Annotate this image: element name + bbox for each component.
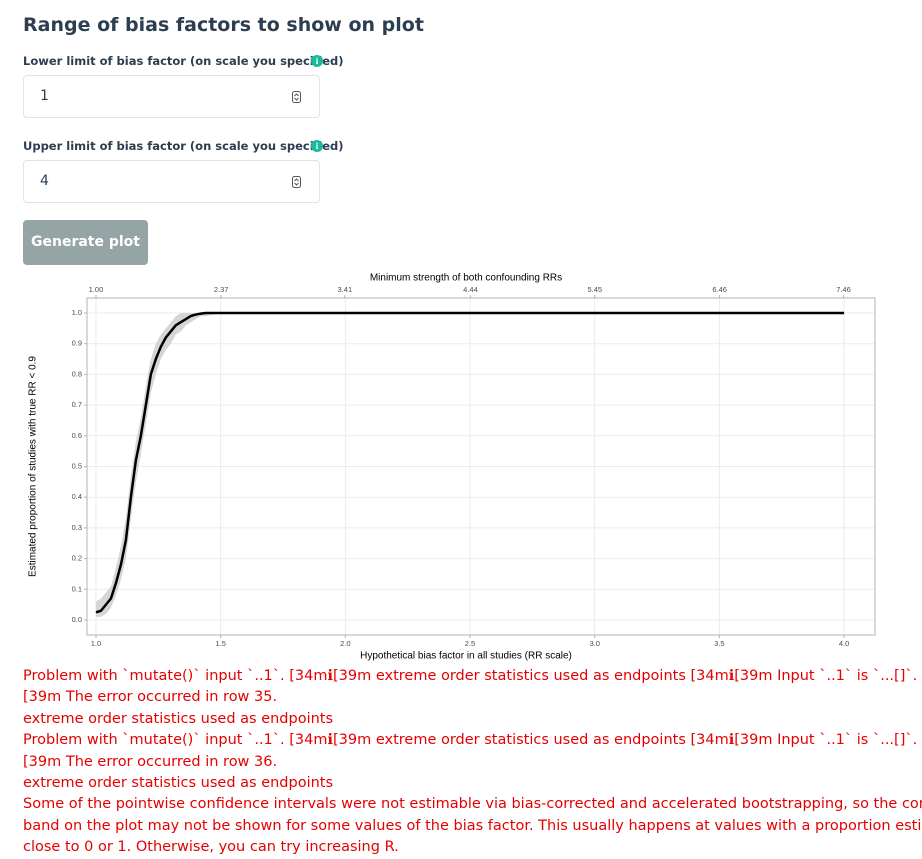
- number-input[interactable]: 4: [23, 160, 320, 203]
- x-tick-label: 4.0: [839, 639, 849, 648]
- x-tick-label: 2.0: [340, 639, 350, 648]
- y-tick-label: 0.6: [72, 431, 82, 440]
- x-tick-label: 1.5: [215, 639, 225, 648]
- y-tick-label: 0.5: [72, 461, 82, 470]
- top-axis-title: Minimum strength of both confounding RRs: [370, 273, 562, 284]
- y-tick-label: 0.2: [72, 554, 82, 563]
- x2-tick-label: 1.00: [89, 285, 104, 294]
- x-tick-label: 3.0: [589, 639, 599, 648]
- generate-button[interactable]: Generate plot: [23, 220, 148, 265]
- input-value: 4: [40, 173, 49, 189]
- confidence-band: [95, 313, 845, 617]
- message-line: [39m The error occurred in row 35.: [23, 689, 278, 706]
- message-line: Problem with `mutate()` input `..1`. [34…: [23, 668, 922, 684]
- spinner-icon: [292, 91, 301, 103]
- y-axis-title: Estimated proportion of studies with tru…: [28, 356, 39, 577]
- error-messages: Problem with `mutate()` input `..1`. [34…: [23, 666, 922, 859]
- y-tick-label: 0.3: [72, 523, 82, 532]
- y-tick-label: 1.0: [72, 308, 82, 317]
- spinner-icon: [292, 176, 301, 188]
- x-axis-title: Hypothetical bias factor in all studies …: [360, 651, 572, 662]
- y-tick-label: 0.7: [72, 400, 82, 409]
- x-tick-label: 3.5: [714, 639, 724, 648]
- x-tick-label: 1.0: [91, 639, 101, 648]
- x2-tick-label: 4.44: [463, 285, 478, 294]
- input-value: 1: [40, 88, 49, 104]
- message-line: close to 0 or 1. Otherwise, you can try …: [23, 839, 399, 856]
- message-line: Some of the pointwise confidence interva…: [23, 796, 922, 813]
- y-tick-label: 0.4: [72, 492, 82, 501]
- y-tick-label: 0.1: [72, 584, 82, 593]
- y-tick-label: 0.8: [72, 369, 82, 378]
- number-input[interactable]: 1: [23, 75, 320, 118]
- field-label: Lower limit of bias factor (on scale you…: [23, 54, 344, 68]
- x2-tick-label: 3.41: [338, 285, 353, 294]
- message-line: [39m The error occurred in row 36.: [23, 753, 278, 770]
- field-label: Upper limit of bias factor (on scale you…: [23, 139, 344, 153]
- x-tick-label: 2.5: [465, 639, 475, 648]
- line: [95, 311, 845, 614]
- message-line: band on the plot may not be shown for so…: [23, 817, 922, 834]
- info-icon[interactable]: i: [311, 140, 323, 152]
- y-tick-label: 0.9: [72, 339, 82, 348]
- message-line: extreme order statistics used as endpoin…: [23, 710, 334, 727]
- x2-tick-label: 6.46: [712, 285, 727, 294]
- message-line: Problem with `mutate()` input `..1`. [34…: [23, 732, 922, 749]
- info-icon[interactable]: i: [311, 55, 323, 67]
- message-line: extreme order statistics used as endpoin…: [23, 775, 334, 792]
- section-title: Range of bias factors to show on plot: [23, 14, 424, 36]
- x2-tick-label: 2.37: [214, 285, 229, 294]
- chart: 1.0 1.5 2.0 2.5 3.0 3.5 4.0 0.0 0.1 0.2 0.3 0.4 0.5 0…: [28, 273, 876, 662]
- x2-tick-label: 7.46: [836, 285, 851, 294]
- x2-tick-label: 5.45: [587, 285, 602, 294]
- y-tick-label: 0.0: [72, 615, 82, 624]
